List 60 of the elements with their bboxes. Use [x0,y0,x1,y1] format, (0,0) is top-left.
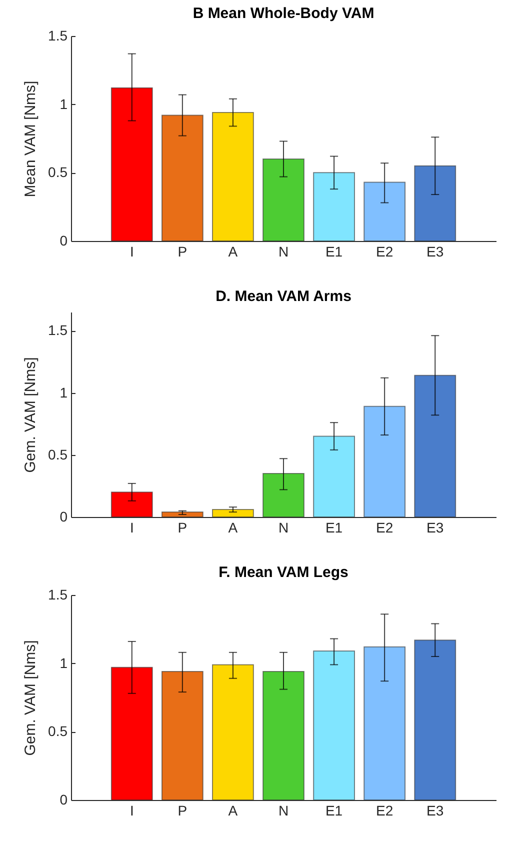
bar [262,671,304,800]
bar [110,492,153,518]
y-tick-label: 0.5 [48,446,68,462]
bar [212,664,254,800]
x-tick-label: P [178,802,188,818]
bar [161,512,204,518]
bar [364,646,406,800]
y-tick-label: 1 [60,96,68,112]
x-tick-label: E3 [426,244,444,260]
x-tick-label: E3 [426,520,444,536]
bar [212,509,254,518]
bar [313,172,355,242]
y-tick-label: 0 [60,232,68,248]
y-tick-label: 1 [60,384,68,400]
y-tick-label: 1 [60,654,68,671]
bar [364,406,406,518]
x-tick-label: E1 [325,802,343,818]
y-tick-label: 1.5 [48,322,68,338]
chart-title: D. Mean VAM Arms [216,288,352,305]
x-tick-label: E2 [376,520,394,536]
y-tick-label: 0.5 [48,723,68,740]
x-tick-label: A [228,520,238,536]
bar [212,112,254,242]
y-tick-label: 0 [60,792,68,808]
x-tick-label: I [130,520,134,536]
bar [313,650,355,800]
bar [110,87,153,242]
y-tick-label: 1.5 [48,28,68,44]
x-tick-label: I [130,244,134,260]
x-tick-label: E2 [376,802,394,818]
chart-title: F. Mean VAM Legs [218,564,348,581]
x-tick-label: E1 [325,244,343,260]
x-tick-label: N [278,802,289,818]
x-tick-label: N [278,244,289,260]
x-tick-label: I [130,802,134,818]
x-tick-label: P [178,520,188,536]
x-tick-label: P [178,244,188,260]
bar [161,114,204,242]
bar [262,473,304,518]
x-tick-label: E3 [426,802,444,818]
bar [161,671,204,800]
y-tick-label: 1.5 [48,586,68,602]
x-tick-label: A [228,244,238,260]
bar [364,182,406,242]
y-tick-label: 0 [60,508,68,524]
bar [110,666,153,800]
bar [414,165,456,242]
bar [414,374,456,518]
bar [414,640,456,800]
chart-title: B Mean Whole-Body VAM [192,5,374,22]
x-tick-label: A [228,802,238,818]
bar [313,436,355,518]
x-tick-label: E2 [376,244,394,260]
x-tick-label: E1 [325,520,343,536]
y-axis-title: Gem. VAM [Nms] [22,357,40,473]
y-axis-title: Gem. VAM [Nms] [22,640,40,756]
y-tick-label: 0.5 [48,164,68,180]
bar [262,158,304,242]
y-axis-title: Mean VAM [Nms] [22,80,40,198]
x-tick-label: N [278,520,289,536]
